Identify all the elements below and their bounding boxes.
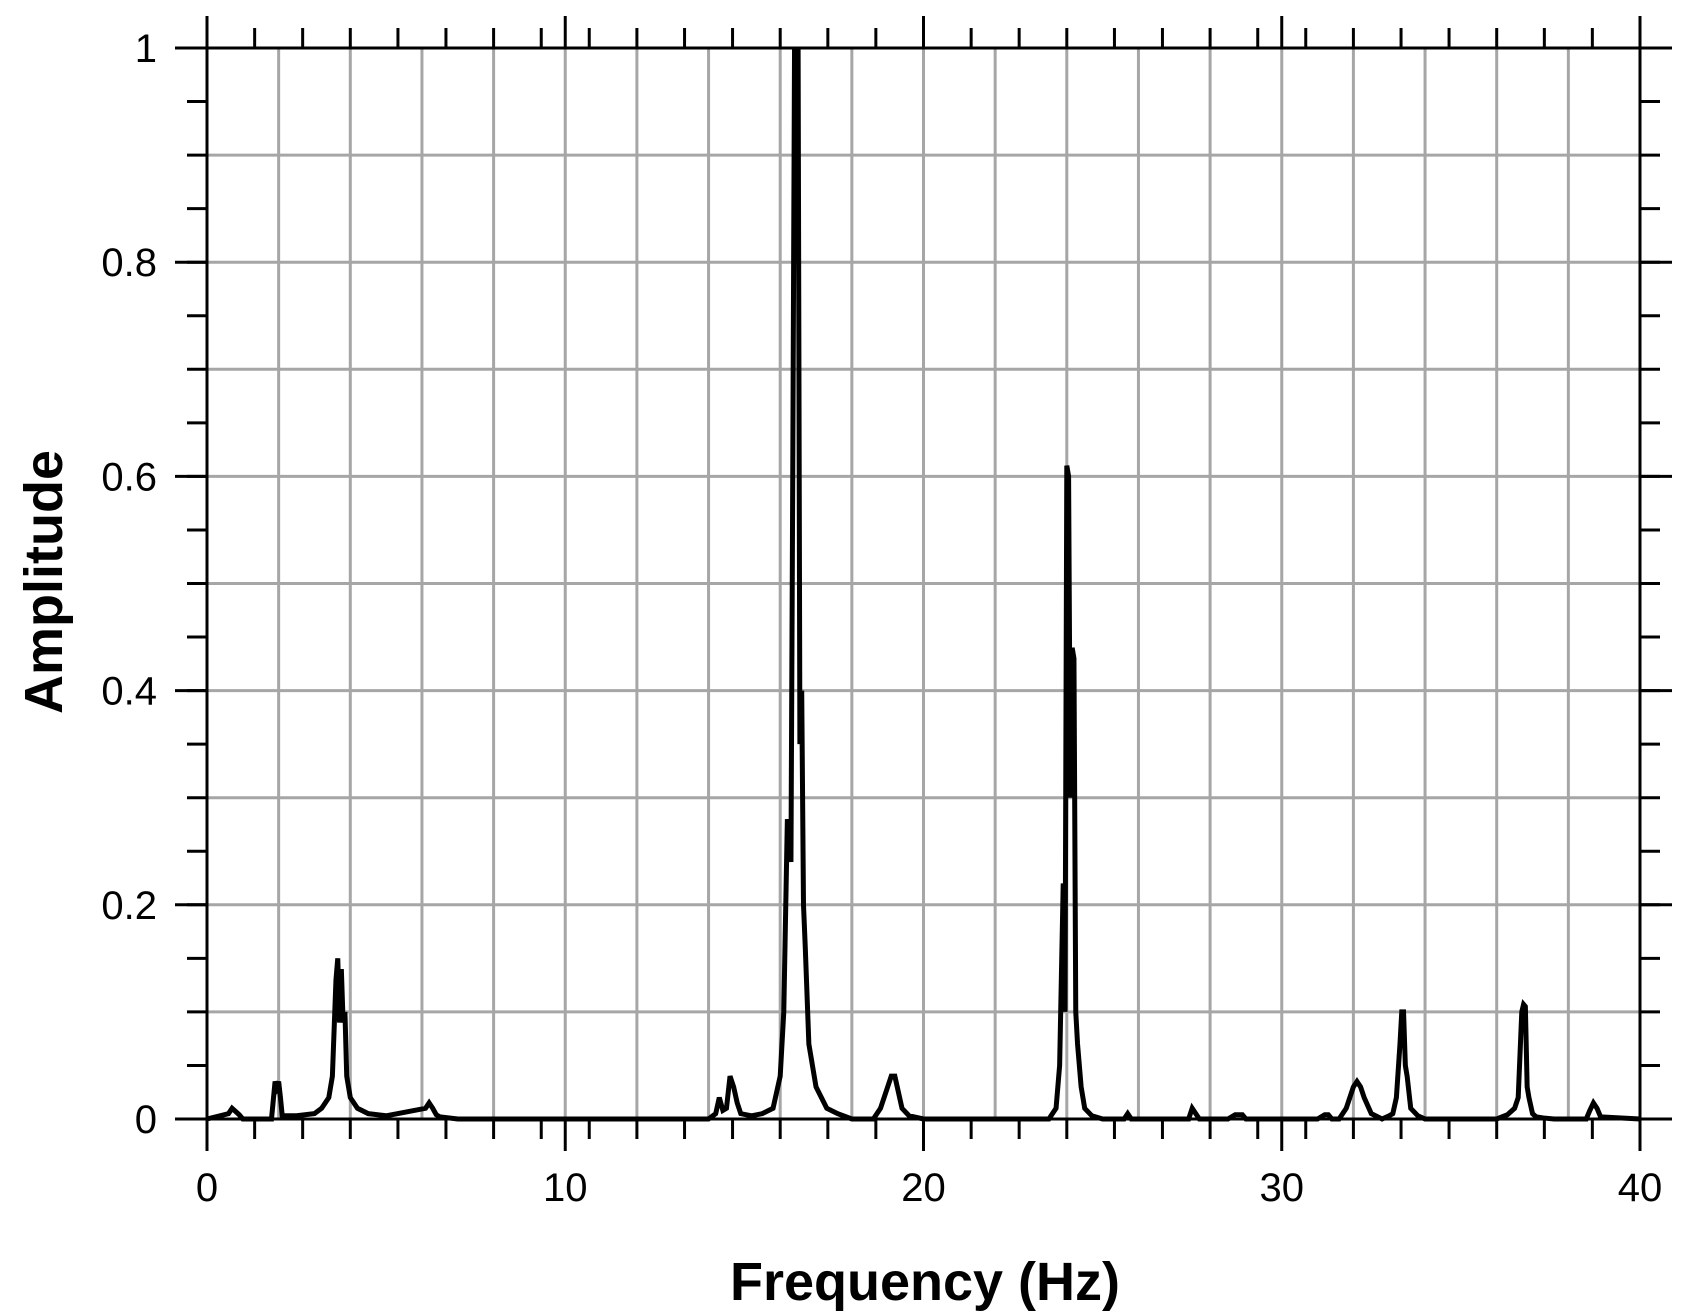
tick-marks xyxy=(175,16,1672,1151)
x-tick-label: 10 xyxy=(543,1166,588,1210)
y-tick-label: 0.8 xyxy=(101,241,157,285)
y-axis-title: Amplitude xyxy=(14,450,74,714)
series-layer xyxy=(206,47,1641,1122)
tick-labels: 0 10 20 30 40 0 0.2 0.4 0.6 0.8 1 xyxy=(101,27,1662,1210)
y-tick-label: 0.2 xyxy=(101,884,157,928)
y-tick-label: 0.6 xyxy=(101,455,157,499)
x-tick-label: 40 xyxy=(1618,1166,1663,1210)
y-tick-label: 0 xyxy=(135,1098,157,1142)
x-tick-label: 0 xyxy=(196,1166,218,1210)
grid xyxy=(205,46,1642,1121)
x-tick-label: 30 xyxy=(1260,1166,1305,1210)
series-line xyxy=(206,47,1641,1122)
x-axis-title: Frequency (Hz) xyxy=(730,1252,1120,1312)
y-tick-label: 0.4 xyxy=(101,670,157,714)
y-tick-label: 1 xyxy=(135,27,157,71)
x-tick-label: 20 xyxy=(901,1166,946,1210)
